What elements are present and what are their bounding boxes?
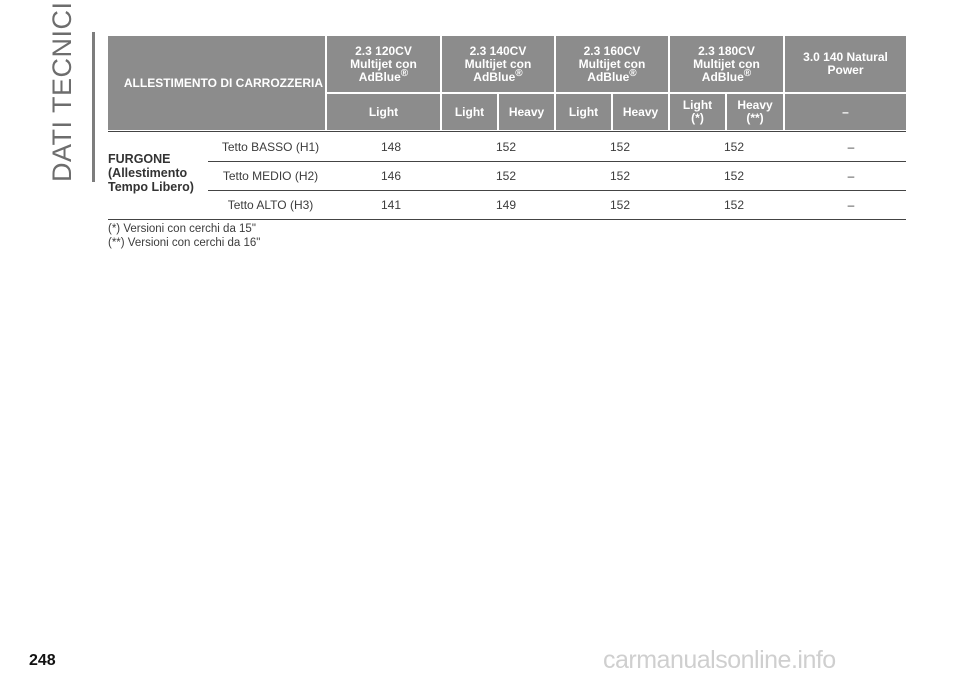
- value-180: 152: [723, 198, 745, 212]
- roof-height-label: Tetto BASSO (H1): [221, 140, 320, 154]
- value-140: 152: [495, 169, 517, 183]
- value-natural-power: –: [847, 198, 855, 212]
- subheader-180-heavy: Heavy (**): [727, 94, 783, 130]
- section-title: DATI TECNICI: [47, 1, 77, 182]
- subheader-180-light: Light (*): [670, 94, 725, 130]
- subheader-natural-power: –: [785, 94, 906, 130]
- value-natural-power: –: [847, 140, 855, 154]
- header-engine-140cv: 2.3 140CV Multijet con AdBlue®: [442, 36, 554, 92]
- page-number: 248: [29, 652, 56, 669]
- value-120: 146: [380, 169, 402, 183]
- table-row-divider: [208, 190, 906, 191]
- value-140: 149: [495, 198, 517, 212]
- value-160: 152: [609, 198, 631, 212]
- body-type-label: FURGONE (Allestimento Tempo Libero): [108, 152, 194, 194]
- value-natural-power: –: [847, 169, 855, 183]
- subheader-140-light: Light: [442, 94, 497, 130]
- header-engine-30-natural-power: 3.0 140 Natural Power: [785, 36, 906, 92]
- value-140: 152: [495, 140, 517, 154]
- subheader-160-heavy: Heavy: [613, 94, 668, 130]
- header-engine-120cv: 2.3 120CV Multijet con AdBlue®: [327, 36, 440, 92]
- table-row-divider: [208, 161, 906, 162]
- subheader-120-light: Light: [327, 94, 440, 130]
- roof-height-label: Tetto ALTO (H3): [227, 198, 314, 212]
- value-120: 148: [380, 140, 402, 154]
- value-180: 152: [723, 140, 745, 154]
- watermark: carmanualsonline.info: [603, 646, 836, 674]
- value-180: 152: [723, 169, 745, 183]
- footnote-16-inch: (**) Versioni con cerchi da 16": [108, 237, 261, 249]
- value-120: 141: [380, 198, 402, 212]
- value-160: 152: [609, 169, 631, 183]
- header-engine-160cv: 2.3 160CV Multijet con AdBlue®: [556, 36, 668, 92]
- subheader-160-light: Light: [556, 94, 611, 130]
- value-160: 152: [609, 140, 631, 154]
- table-bottom-rule: [108, 219, 906, 220]
- header-allestimento-carrozzeria: ALLESTIMENTO DI CARROZZERIA: [108, 36, 325, 130]
- section-title-rule: [92, 32, 95, 182]
- header-engine-180cv: 2.3 180CV Multijet con AdBlue®: [670, 36, 783, 92]
- footnote-15-inch: (*) Versioni con cerchi da 15": [108, 223, 256, 235]
- subheader-140-heavy: Heavy: [499, 94, 554, 130]
- table-header-bottom-rule: [108, 131, 906, 132]
- roof-height-label: Tetto MEDIO (H2): [222, 169, 319, 183]
